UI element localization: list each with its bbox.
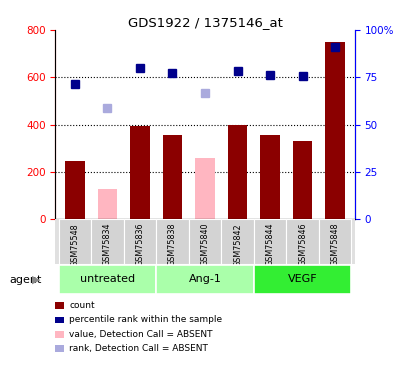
Bar [156, 265, 253, 294]
Text: GSM75548: GSM75548 [70, 223, 79, 267]
Bar [130, 126, 149, 219]
Text: rank, Detection Call = ABSENT: rank, Detection Call = ABSENT [69, 344, 208, 353]
Text: agent: agent [9, 275, 41, 285]
Bar [188, 219, 221, 264]
Title: GDS1922 / 1375146_at: GDS1922 / 1375146_at [127, 16, 282, 29]
Text: GSM75838: GSM75838 [168, 223, 177, 267]
Text: ▶: ▶ [32, 275, 40, 285]
Text: GSM75842: GSM75842 [232, 223, 241, 267]
Bar [195, 158, 214, 219]
Bar [253, 219, 285, 264]
Bar [285, 219, 318, 264]
Text: GSM75848: GSM75848 [330, 223, 339, 267]
Bar [318, 219, 351, 264]
Bar [292, 141, 312, 219]
Text: GSM75836: GSM75836 [135, 223, 144, 267]
Bar [91, 219, 124, 264]
Text: untreated: untreated [80, 274, 135, 284]
Text: GSM75846: GSM75846 [297, 223, 306, 267]
Text: GSM75840: GSM75840 [200, 223, 209, 267]
Bar [124, 219, 156, 264]
Text: Ang-1: Ang-1 [188, 274, 221, 284]
Text: value, Detection Call = ABSENT: value, Detection Call = ABSENT [69, 330, 212, 339]
Text: percentile rank within the sample: percentile rank within the sample [69, 315, 222, 324]
Bar [65, 161, 84, 219]
Text: GSM75844: GSM75844 [265, 223, 274, 267]
Text: GSM75834: GSM75834 [103, 223, 112, 267]
Bar [227, 124, 247, 219]
Bar [325, 42, 344, 219]
Bar [260, 135, 279, 219]
Bar [221, 219, 253, 264]
Bar [58, 265, 156, 294]
Text: count: count [69, 301, 95, 310]
Text: VEGF: VEGF [287, 274, 317, 284]
Bar [253, 265, 351, 294]
Bar [156, 219, 188, 264]
Bar [162, 135, 182, 219]
Bar [97, 189, 117, 219]
Bar [58, 219, 91, 264]
